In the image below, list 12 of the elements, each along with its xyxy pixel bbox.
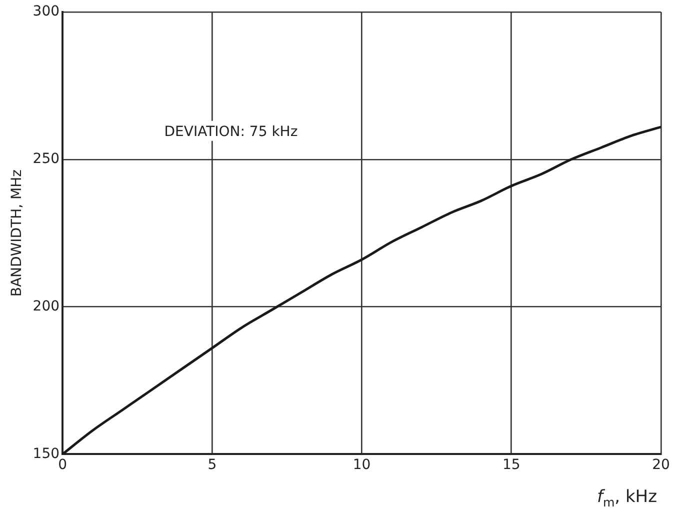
- x-tick-label: 20: [652, 457, 670, 474]
- x-tick-label: 15: [502, 457, 520, 474]
- y-axis-title: BANDWIDTH, MHz: [9, 170, 26, 297]
- y-tick-label: 150: [32, 446, 60, 462]
- x-axis-title: f$_{m}$, kHz: [596, 486, 657, 509]
- x-tick-label: 10: [352, 457, 371, 474]
- y-tick-label: 300: [32, 4, 60, 20]
- y-tick-label: 250: [32, 151, 60, 168]
- x-tick-label: 0: [58, 457, 67, 474]
- y-tick-label: 200: [32, 298, 60, 314]
- annotation: DEVIATION: 75 kHz: [164, 124, 298, 140]
- x-tick-label: 5: [208, 457, 217, 474]
